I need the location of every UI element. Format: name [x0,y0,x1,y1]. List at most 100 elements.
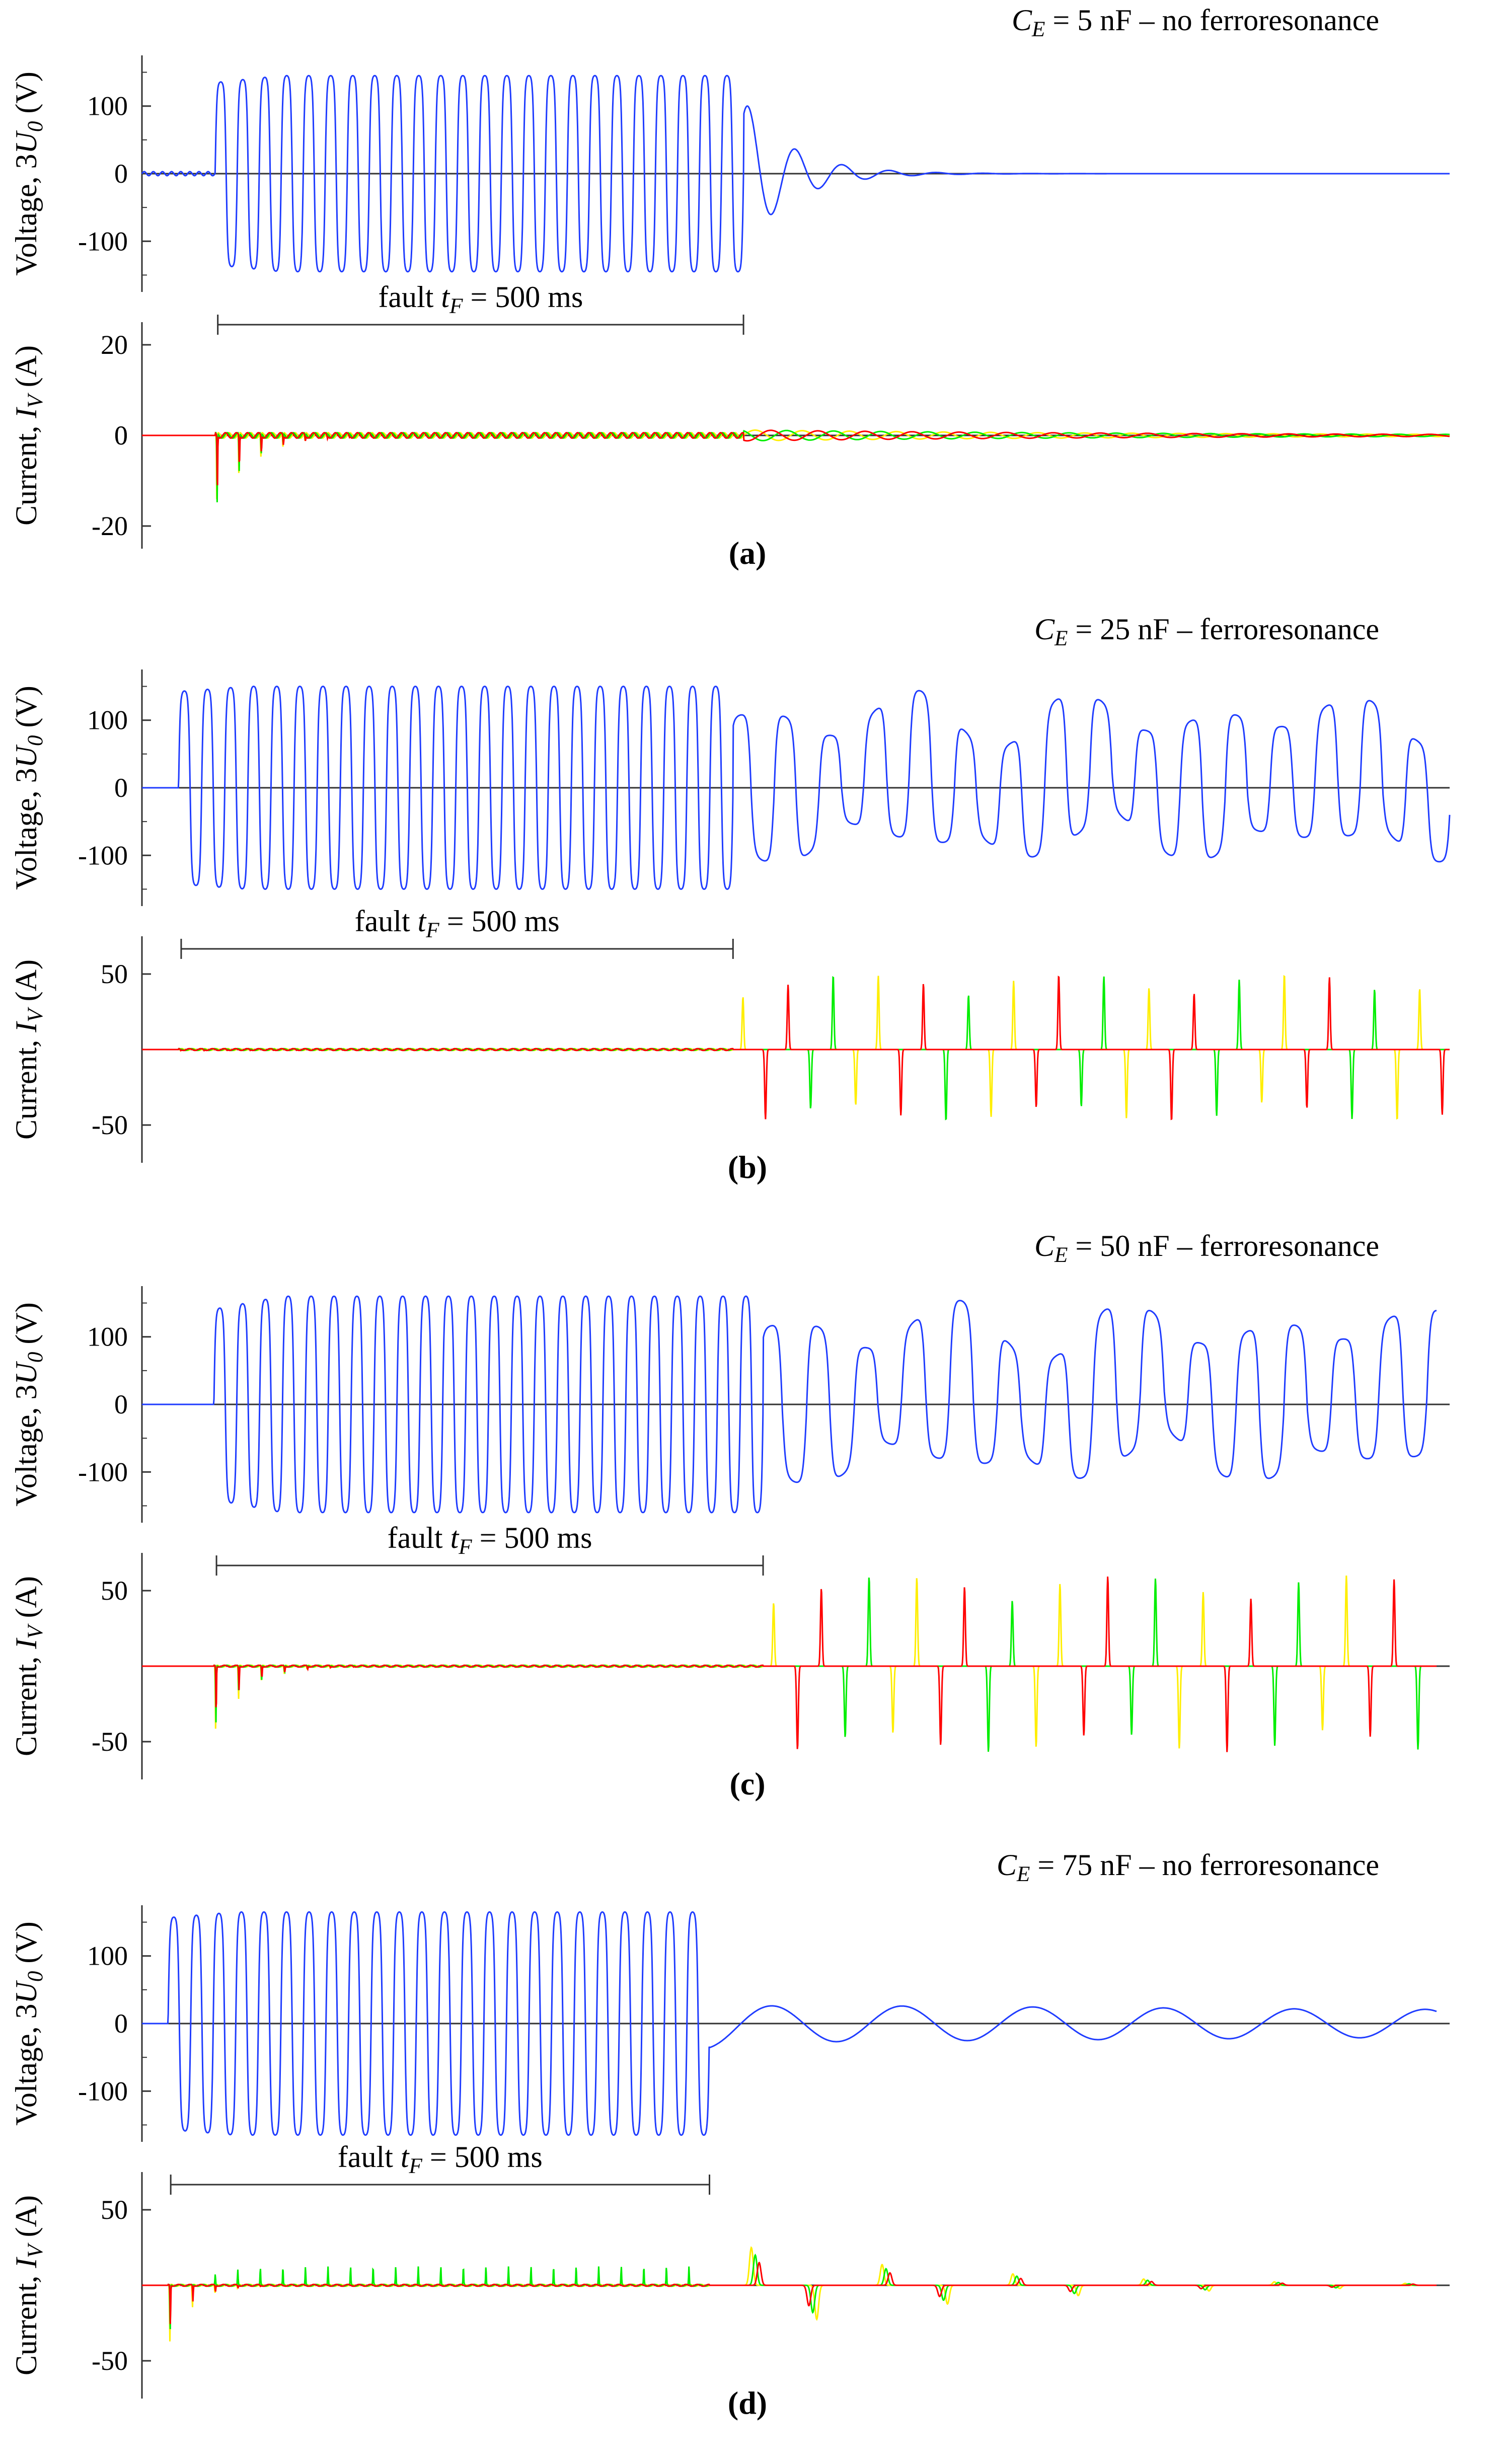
voltage-y-label-rest: (V) [10,71,43,121]
fault-label-symbol: t [418,905,427,938]
voltage-tick-label: 0 [114,2008,128,2039]
current-y-label-rest: (A) [10,1576,43,1625]
voltage-y-label-text: Voltage, 3 [10,154,43,276]
panel-title-subscript: E [1031,18,1045,41]
panel-2: CE = 25 nF – ferroresonance (b) -100 0 100 Vo… [10,613,1451,1185]
current-y-label-rest: (A) [10,959,43,1009]
current-y-label-symbol: I [10,1021,43,1033]
voltage-y-label: Voltage, 3U0 (V) [10,71,47,275]
current-tick-label: -50 [92,2346,128,2376]
current-tick-label: -20 [92,511,128,541]
panel-title-symbol: C [1034,1229,1055,1262]
voltage-tick-label: 0 [114,773,128,803]
panel-title-rest: = 50 nF – ferroresonance [1068,1229,1379,1262]
voltage-series [142,686,1451,890]
current-tick-label: 0 [114,420,128,451]
voltage-y-label-symbol: U [10,1361,43,1385]
voltage-series [142,1295,1437,1514]
panel-title-rest: = 25 nF – ferroresonance [1068,613,1379,646]
current-y-label: Current, IV (A) [10,345,47,526]
fault-label: fault tF = 500 ms [355,905,560,942]
voltage-y-label-subscript: 0 [24,121,47,132]
voltage-y-label-text: Voltage, 3 [10,2004,43,2126]
current-y-label-subscript: V [24,1007,47,1022]
fault-label-symbol: t [401,2140,410,2174]
panel-title-subscript: E [1054,627,1068,650]
current-series-phase-3 [142,429,1450,486]
current-series-phase-2 [142,2253,1437,2330]
panel-title-symbol: C [997,1848,1017,1882]
current-y-label-symbol: I [10,1637,43,1650]
current-y-label-symbol: I [10,407,43,419]
panel-title-subscript: E [1016,1862,1030,1886]
panel-label: (c) [729,1766,765,1802]
current-y-label: Current, IV (A) [10,959,47,1140]
voltage-y-label-rest: (V) [10,686,43,735]
current-y-label-text: Current, [10,2268,43,2375]
current-tick-label: 50 [101,1576,128,1606]
fault-label: fault tF = 500 ms [338,2140,543,2178]
panel-label: (b) [728,1149,767,1185]
voltage-tick-label: 100 [87,1941,128,1971]
panel-title-symbol: C [1012,4,1032,37]
fault-label-subscript: F [449,294,463,318]
current-series-phase-1 [142,975,1450,1120]
voltage-y-label-symbol: U [10,744,43,768]
voltage-y-label-symbol: U [10,130,43,154]
voltage-series [141,74,1450,273]
panel-label: (d) [728,2385,767,2421]
fault-label-rest: = 500 ms [463,280,583,314]
panel-title-rest: = 75 nF – no ferroresonance [1030,1848,1379,1882]
fault-label-rest: = 500 ms [439,905,560,938]
current-y-label-rest: (A) [10,345,43,395]
current-y-label-subscript: V [24,2243,47,2258]
voltage-y-label-text: Voltage, 3 [10,768,43,890]
current-series-phase-2 [142,1577,1437,1752]
current-series-phase-2 [142,976,1450,1121]
fault-label-text: fault [355,905,418,938]
current-tick-label: 20 [101,330,128,360]
fault-label-text: fault [388,1521,450,1554]
fault-label-subscript: F [425,919,439,942]
current-y-label-text: Current, [10,1649,43,1756]
current-y-label-subscript: V [24,393,47,408]
voltage-y-label-subscript: 0 [24,735,47,746]
voltage-tick-label: 100 [87,91,128,121]
voltage-tick-label: -100 [78,840,128,870]
current-y-label: Current, IV (A) [10,2195,47,2375]
voltage-tick-label: 100 [87,1322,128,1352]
panel-3: CE = 50 nF – ferroresonance (c) -100 0 100 Vo… [10,1229,1450,1802]
current-y-label-text: Current, [10,1032,43,1140]
panel-1: CE = 5 nF – no ferroresonance (a) -100 0 100… [10,4,1450,571]
voltage-y-label-rest: (V) [10,1921,43,1971]
voltage-y-label: Voltage, 3U0 (V) [10,686,47,889]
current-series-phase-1 [142,1576,1437,1749]
current-y-label-rest: (A) [10,2195,43,2245]
current-tick-label: 0 [114,420,128,451]
current-tick-label: 50 [101,959,128,989]
panel-label: (a) [729,535,767,571]
current-tick-label: -50 [92,1727,128,1757]
panel-title: CE = 5 nF – no ferroresonance [1012,4,1379,41]
voltage-tick-label: -100 [78,226,128,256]
voltage-tick-label: 0 [114,1389,128,1420]
panel-4: CE = 75 nF – no ferroresonance (d) -100 0 10… [10,1848,1450,2421]
fault-label-subscript: F [458,1535,472,1559]
panel-title-rest: = 5 nF – no ferroresonance [1045,4,1379,37]
voltage-tick-label: -100 [78,1457,128,1487]
fault-label-text: fault [338,2140,401,2174]
fault-label-subscript: F [409,2154,423,2178]
current-y-label-text: Current, [10,418,43,526]
panel-title: CE = 25 nF – ferroresonance [1034,613,1379,650]
current-y-label-symbol: I [10,2257,43,2269]
current-y-label: Current, IV (A) [10,1576,47,1756]
fault-label: fault tF = 500 ms [378,280,583,318]
panel-title-symbol: C [1034,613,1055,646]
voltage-tick-label: 100 [87,705,128,735]
panel-title-subscript: E [1054,1243,1068,1267]
current-series-phase-1 [142,2246,1437,2342]
fault-label-symbol: t [441,280,450,314]
fault-label: fault tF = 500 ms [388,1521,592,1559]
voltage-y-label-rest: (V) [10,1302,43,1352]
